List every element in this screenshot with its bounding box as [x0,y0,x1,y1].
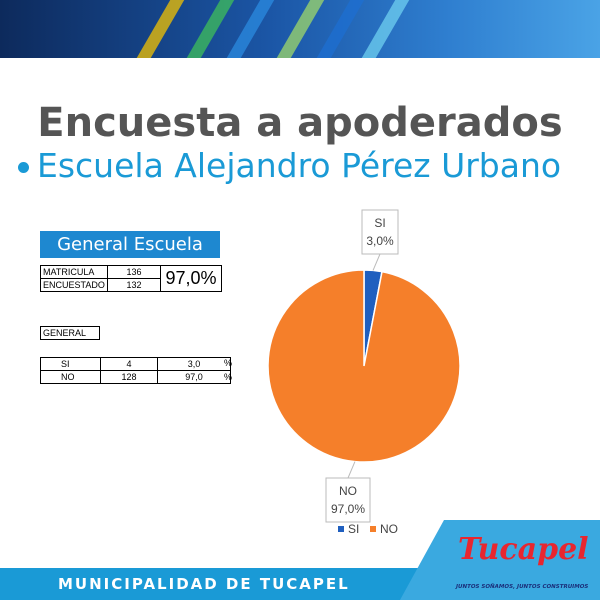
data-label-category: NO [339,484,357,498]
header-banner [0,0,600,58]
general-table: SI 4 3,0 NO 128 97,0 [40,357,231,384]
leader-line [347,461,356,479]
data-label-box [361,209,399,255]
legend-swatch [370,526,376,532]
legend-label: NO [380,522,398,536]
summary-heading: General Escuela [40,231,220,258]
general-label: GENERAL [40,326,100,340]
page-subtitle: Escuela Alejandro Pérez Urbano [18,146,600,185]
table-row: NO 128 97,0 [40,370,231,384]
data-label-category: SI [374,216,385,230]
data-label-value: 97,0% [331,502,365,516]
legend-label: SI [348,522,359,536]
table-row: GENERAL [40,326,100,340]
legend-swatch [338,526,344,532]
summary-percent: 97,0% [160,265,222,292]
summary-table: MATRICULA 136 97,0% ENCUESTADO 132 [40,265,222,292]
table-row: MATRICULA 136 97,0% [40,265,222,292]
logo-tagline: JUNTOS SOÑAMOS, JUNTOS CONSTRUIMOS [456,584,589,590]
footer-bar: MUNICIPALIDAD DE TUCAPEL [0,568,420,600]
pct-unit: % [224,372,233,382]
table-row: ENCUESTADO 132 [40,278,222,292]
general-label-table: GENERAL [40,326,100,340]
encuestado-value: 132 [107,278,161,292]
tucapel-logo: Tucapel [458,532,589,567]
pie-slice-no [267,269,461,463]
row-pct: 97,0 [157,370,231,384]
data-label-box [325,477,371,523]
subtitle-text: Escuela Alejandro Pérez Urbano [37,146,562,185]
page-title: Encuesta a apoderados [37,100,563,146]
pct-unit: % [224,358,233,368]
data-label-value: 3,0% [366,234,394,248]
bullet-icon [18,162,29,173]
row-label: NO [40,370,101,384]
leader-line [372,253,381,271]
